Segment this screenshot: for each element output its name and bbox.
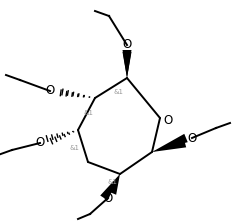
Text: O: O [45, 84, 55, 97]
Text: &1: &1 [107, 179, 117, 185]
Polygon shape [123, 50, 132, 78]
Text: &1: &1 [69, 145, 79, 151]
Polygon shape [108, 174, 120, 195]
Text: O: O [35, 136, 45, 149]
Polygon shape [152, 139, 186, 152]
Text: O: O [122, 39, 132, 52]
Polygon shape [123, 52, 132, 78]
Text: &1: &1 [113, 89, 123, 95]
Polygon shape [152, 134, 188, 152]
Text: O: O [187, 131, 197, 144]
Text: O: O [103, 192, 113, 205]
Polygon shape [100, 174, 120, 200]
Text: O: O [163, 114, 173, 127]
Text: &1: &1 [83, 110, 93, 116]
